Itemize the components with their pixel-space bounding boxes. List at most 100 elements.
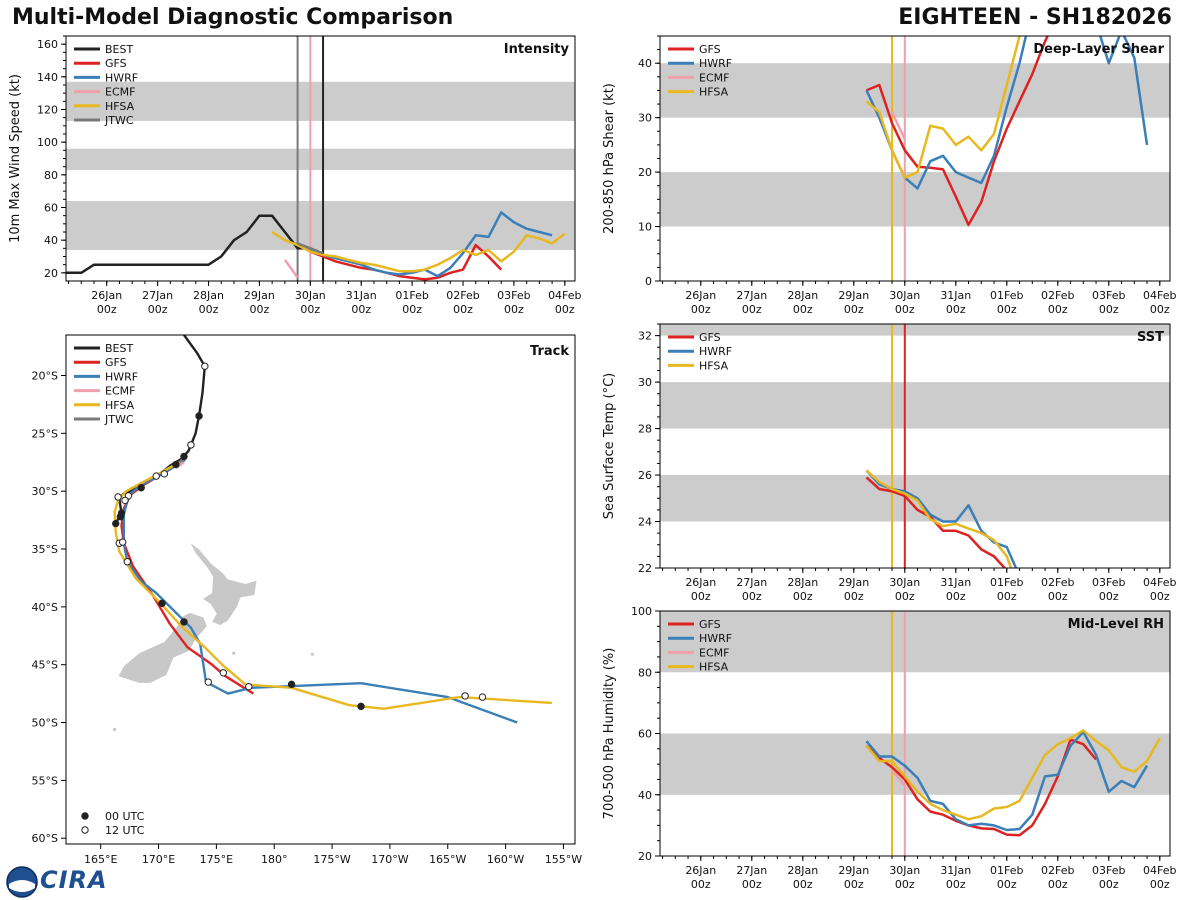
intensity-band [66,200,575,250]
lon-tick-label: 160°W [487,853,524,866]
x-tick-day: 28Jan [787,864,818,877]
panel-title: SST [1137,330,1164,345]
lat-tick-label: 20°S [32,369,58,382]
track-marker-open [123,558,132,566]
series-group [865,36,1149,227]
legend-label-12utc: 12 UTC [105,824,145,837]
x-tick-day: 27Jan [736,289,767,302]
lat-tick-label: 60°S [32,832,58,845]
x-tick-hour: 00z [199,303,219,316]
x-tick-day: 26Jan [685,864,716,877]
x-tick-day: 02Feb [446,289,479,302]
lon-tick-label: 180° [261,853,288,866]
intensity-band [660,382,1170,429]
legend-label-hwrf: HWRF [699,57,732,70]
series-line-gfs [865,738,1098,837]
panel-title: Deep-Layer Shear [1033,42,1164,57]
island-land [232,651,236,655]
plot-frame [65,334,576,845]
y-tick-label: 32 [638,330,652,343]
x-tick-day: 02Feb [1041,576,1074,589]
x-tick-hour: 00z [1099,878,1119,891]
track-marker-filled [180,618,188,626]
x-tick-hour: 00z [844,303,864,316]
legend-label-hwrf: HWRF [105,370,138,383]
x-tick-day: 26Jan [685,576,716,589]
x-tick-day: 31Jan [346,289,377,302]
legend-label-hfsa: HFSA [105,399,135,412]
x-tick-day: 04Feb [1143,576,1176,589]
panel-title: Intensity [504,42,570,57]
x-tick-hour: 00z [1150,590,1170,603]
intensity-band [660,63,1170,118]
x-tick-day: 31Jan [940,289,971,302]
y-tick-label: 80 [44,169,58,182]
track-marker-filled [172,460,180,469]
x-tick-day: 02Feb [1041,864,1074,877]
x-tick-day: 30Jan [889,576,920,589]
intensity-chart: 2040608010012014016026Jan00z27Jan00z28Ja… [8,35,582,316]
legend-label-ecmf: ECMF [105,385,135,398]
x-tick-day: 28Jan [787,289,818,302]
y-axis-label: 10m Max Wind Speed (kt) [8,74,23,243]
series-line-best [66,214,324,275]
x-tick-hour: 00z [691,878,711,891]
lat-tick-label: 40°S [32,601,58,614]
y-tick-label: 100 [631,605,652,618]
x-tick-hour: 00z [402,303,422,316]
lat-tick-label: 25°S [32,427,58,440]
series-line-ecmf [890,111,906,140]
legend-label-hfsa: HFSA [699,661,729,674]
x-tick-hour: 00z [997,303,1017,316]
x-tick-hour: 00z [742,878,762,891]
x-tick-day: 03Feb [1092,864,1125,877]
y-tick-label: 24 [638,516,652,529]
x-tick-hour: 00z [1048,303,1068,316]
storm-id-title: EIGHTEEN - SH182026 [898,5,1172,30]
x-tick-hour: 00z [504,303,524,316]
x-tick-day: 02Feb [1041,289,1074,302]
x-tick-day: 28Jan [193,289,224,302]
y-tick-label: 40 [44,234,58,247]
x-tick-hour: 00z [895,303,915,316]
x-tick-day: 26Jan [685,289,716,302]
x-tick-hour: 00z [946,878,966,891]
x-tick-hour: 00z [742,590,762,603]
series-group [865,469,1018,568]
x-tick-hour: 00z [97,303,117,316]
track-marker-filled [116,512,125,521]
x-tick-hour: 00z [453,303,473,316]
x-tick-hour: 00z [691,303,711,316]
legend-label-hwrf: HWRF [105,71,138,84]
x-tick-day: 29Jan [838,289,869,302]
x-tick-day: 03Feb [1092,576,1125,589]
legend-marker-filled [81,812,89,820]
lat-tick-label: 45°S [32,659,58,672]
lat-tick-label: 55°S [32,774,58,787]
x-tick-hour: 00z [895,878,915,891]
track-marker-filled [112,519,120,528]
island-land [112,727,117,732]
x-tick-day: 03Feb [1092,289,1125,302]
series-line-hwrf [865,730,1149,832]
track-marker-open [121,496,129,505]
legend-label-hwrf: HWRF [699,632,732,645]
legend-label-ecmf: ECMF [105,86,135,99]
intensity-band [660,324,1170,336]
x-tick-day: 31Jan [940,864,971,877]
track-marker-open [204,678,212,686]
south-island-land [117,612,208,684]
y-tick-label: 22 [638,562,652,575]
y-tick-label: 30 [638,376,652,389]
x-tick-hour: 00z [997,878,1017,891]
legend-label-00utc: 00 UTC [105,810,145,823]
x-tick-day: 01Feb [990,576,1023,589]
x-tick-hour: 00z [793,303,813,316]
intensity-band [660,733,1170,795]
legend-label-hwrf: HWRF [699,345,732,358]
series-line-gfs [866,36,1049,227]
y-tick-label: 28 [638,423,652,436]
legend-label-gfs: GFS [699,618,721,631]
series-line-ecmf [891,769,906,787]
track-marker-filled [357,702,365,711]
